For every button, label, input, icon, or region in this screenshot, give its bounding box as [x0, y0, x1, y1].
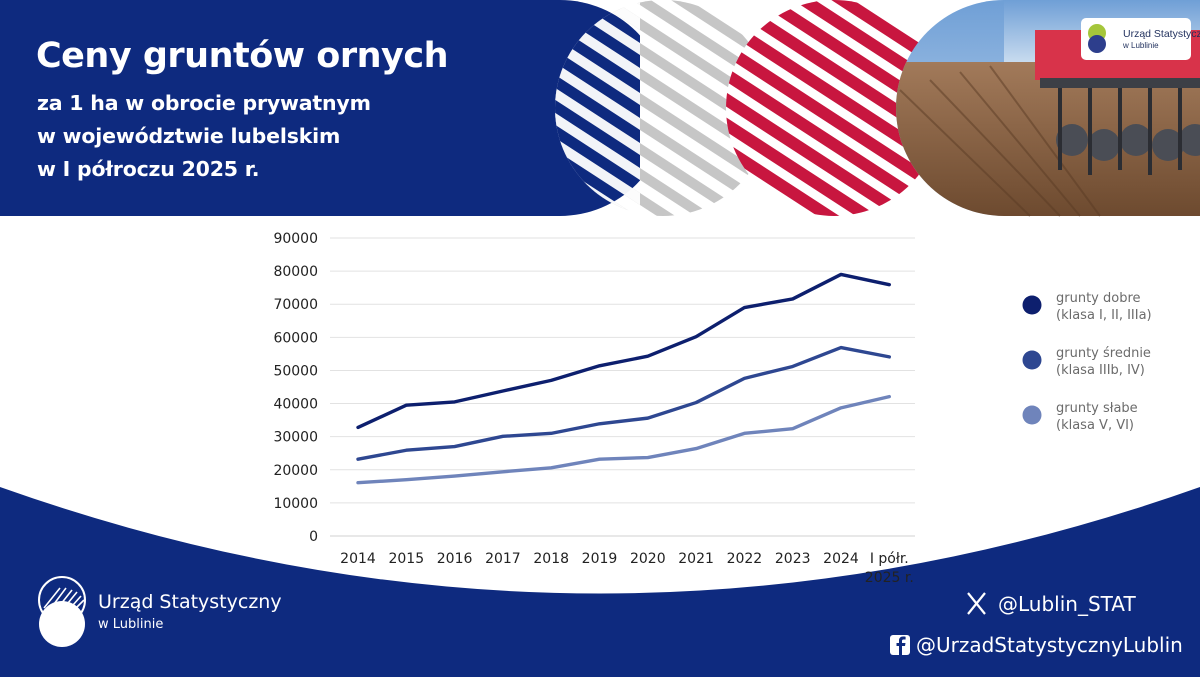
y-tick-label: 30000 [273, 430, 318, 446]
facebook-handle[interactable]: @UrzadStatystycznyLublin [916, 633, 1183, 657]
y-tick-label: 70000 [273, 297, 318, 313]
series-line [356, 345, 891, 461]
footer-org-city: w Lublinie [98, 617, 164, 632]
header-panel [0, 0, 668, 216]
legend-label: grunty słabe [1056, 401, 1138, 416]
footer-band [0, 487, 1200, 677]
subtitle-line-1: za 1 ha w obrocie prywatnym [37, 91, 371, 115]
badge-line-2: w Lublinie [1123, 41, 1159, 50]
legend-label: grunty dobre [1056, 291, 1141, 306]
legend-sublabel: (klasa IIIb, IV) [1056, 363, 1145, 378]
x-tick-label: 2021 [678, 551, 714, 567]
y-tick-label: 60000 [273, 330, 318, 346]
y-axis-ticks: 0 10000 20000 30000 40000 50000 60000 70000 8000… [273, 231, 318, 545]
series-line [356, 272, 891, 430]
x-tick-label: 2024 [823, 551, 859, 567]
subtitle-line-3: w I półroczu 2025 r. [37, 157, 260, 181]
y-tick-label: 90000 [273, 231, 318, 247]
badge-logo-icon [1081, 18, 1191, 60]
x-tick-label: 2017 [485, 551, 521, 567]
y-tick-label: 20000 [273, 463, 318, 479]
legend-marker [1022, 405, 1042, 425]
legend-sublabel: (klasa I, II, IIIa) [1056, 308, 1152, 323]
legend-label: grunty średnie [1056, 346, 1151, 361]
x-tick-label: 2020 [630, 551, 666, 567]
x-tick-label: 2023 [775, 551, 811, 567]
org-logo-icon [38, 576, 86, 647]
y-tick-label: 80000 [273, 264, 318, 280]
x-tick-label: 2016 [437, 551, 473, 567]
y-tick-label: 50000 [273, 363, 318, 379]
twitter-handle[interactable]: @Lublin_STAT [998, 592, 1136, 616]
badge-line-1: Urząd Statystyczny [1123, 28, 1200, 40]
y-tick-label: 10000 [273, 496, 318, 512]
series-line [356, 394, 891, 485]
legend-marker [1022, 350, 1042, 370]
footer-org-name: Urząd Statystyczny [98, 591, 282, 613]
x-axis-ticks: 2014 2015 2016 2017 2018 2019 2020 2021 2022 2023… [340, 551, 914, 586]
legend-sublabel: (klasa V, VI) [1056, 418, 1134, 433]
x-tick-label: 2025 r. [865, 570, 914, 586]
subtitle-line-2: w województwie lubelskim [37, 124, 341, 148]
org-badge: Urząd Statystyczny w Lublinie [1081, 18, 1200, 60]
facebook-icon [890, 635, 910, 655]
legend-marker [1022, 295, 1042, 315]
chart-legend: grunty dobre (klasa I, II, IIIa) grunty śr… [1022, 291, 1152, 433]
x-tick-label: 2022 [727, 551, 763, 567]
x-tick-label: 2014 [340, 551, 376, 567]
x-tick-label: 2018 [533, 551, 569, 567]
page-title: Ceny gruntów ornych [36, 36, 449, 76]
x-logo-icon [967, 592, 986, 615]
y-tick-label: 0 [309, 529, 318, 545]
x-tick-label: I półr. [870, 551, 909, 567]
x-tick-label: 2019 [582, 551, 618, 567]
x-tick-label: 2015 [388, 551, 424, 567]
chart-series [356, 272, 891, 485]
y-tick-label: 40000 [273, 397, 318, 413]
